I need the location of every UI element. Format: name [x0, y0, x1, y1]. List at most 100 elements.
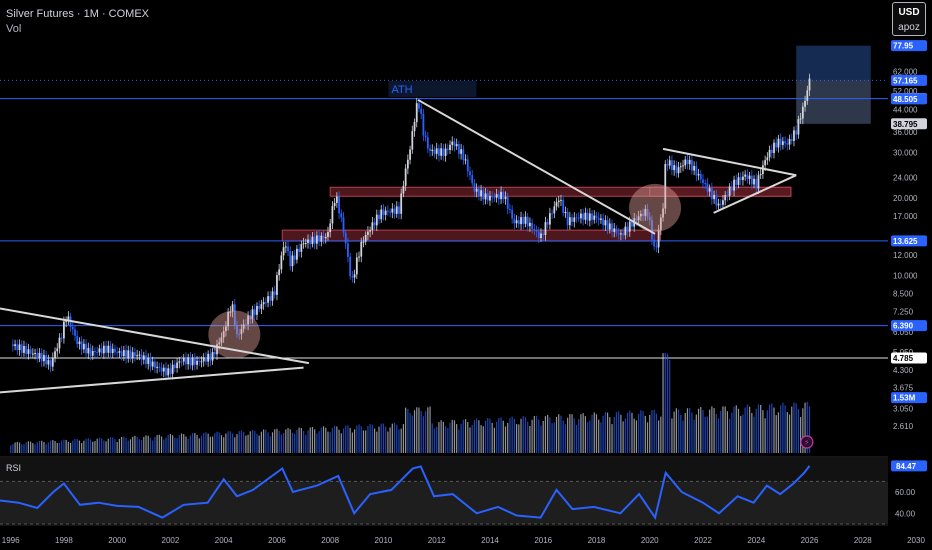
candle: [333, 202, 336, 207]
candle: [240, 328, 243, 335]
candle: [313, 236, 316, 244]
volume-bar: [298, 427, 300, 453]
volume-bar: [209, 436, 211, 453]
candle: [260, 304, 263, 309]
volume-bar: [38, 440, 41, 453]
candle: [45, 355, 48, 365]
volume-bar: [334, 425, 336, 453]
rsi-value-label: 84.47: [896, 462, 917, 471]
volume-bar: [380, 423, 382, 453]
volume-bar: [444, 426, 447, 453]
volume-bar: [52, 440, 54, 453]
candle: [224, 326, 227, 332]
volume-bar: [302, 430, 305, 453]
candle: [378, 214, 380, 220]
volume-bar: [132, 436, 134, 453]
y-tick-label: 2.610: [893, 422, 914, 431]
volume-bar: [249, 431, 251, 453]
candle: [597, 217, 600, 220]
candle: [606, 220, 609, 230]
candle: [646, 208, 649, 217]
y-tick-label: 4.300: [893, 366, 914, 375]
candle: [608, 223, 611, 230]
volume-bar: [427, 407, 429, 453]
candle: [375, 214, 378, 226]
volume-bar: [666, 353, 669, 453]
volume-bar: [156, 435, 158, 453]
candle: [353, 274, 356, 278]
candle: [655, 246, 658, 248]
user-label: apoz: [898, 22, 920, 33]
candle: [31, 353, 34, 355]
candle: [715, 194, 718, 206]
volume-bar: [764, 418, 766, 453]
volume-bar: [651, 410, 653, 453]
volume-bar: [711, 406, 713, 453]
candle: [389, 211, 392, 213]
volume-bar: [709, 409, 711, 453]
volume-bar: [196, 435, 198, 453]
y-tick-label: 20.000: [893, 194, 918, 203]
volume-bar: [101, 438, 103, 453]
event-marker-icon: [800, 435, 814, 449]
volume-bar: [646, 422, 649, 453]
candle: [438, 148, 440, 156]
volume-bar: [584, 416, 586, 453]
volume-bar: [682, 420, 684, 453]
symbol-title[interactable]: Silver Futures · 1M · COMEX: [6, 8, 150, 20]
volume-bar: [30, 441, 32, 453]
candle: [613, 228, 616, 232]
volume-bar: [314, 429, 316, 453]
candle: [540, 233, 542, 239]
x-tick-label: 2004: [215, 536, 233, 545]
volume-bar: [693, 419, 695, 453]
volume-bar: [777, 412, 780, 453]
volume-bar: [638, 413, 640, 453]
volume-bar: [389, 427, 391, 453]
candle: [482, 190, 485, 200]
volume-bar: [416, 407, 418, 453]
candle: [564, 211, 567, 213]
volume-bar: [433, 428, 436, 453]
candle: [753, 178, 755, 185]
candle: [56, 348, 59, 352]
volume-bar: [238, 431, 240, 453]
candle: [706, 183, 709, 192]
candle: [34, 352, 36, 354]
volume-bar: [205, 432, 207, 453]
candle: [418, 103, 420, 109]
volume-bar: [575, 424, 578, 453]
candle: [134, 352, 136, 357]
volume-bar: [689, 408, 691, 453]
candle: [770, 149, 773, 154]
volume-bar: [220, 435, 223, 453]
volume-bar: [420, 410, 422, 453]
candle: [560, 199, 562, 201]
candle: [551, 213, 553, 215]
volume-bar: [41, 440, 43, 453]
volume-bar: [748, 406, 751, 453]
y-tick-label: 8.500: [893, 290, 914, 299]
candle: [526, 216, 529, 227]
candle: [74, 329, 76, 336]
candle: [764, 160, 767, 166]
candle: [637, 216, 640, 221]
candle: [584, 212, 587, 220]
candle: [491, 195, 494, 198]
volume-bar: [540, 425, 542, 453]
candle: [737, 177, 740, 185]
volume-bar: [163, 439, 165, 453]
candle: [497, 194, 500, 200]
candle: [480, 190, 482, 197]
candle: [14, 344, 16, 347]
candle: [577, 217, 580, 219]
candle: [486, 193, 489, 201]
volume-bar: [527, 421, 529, 453]
volume-bar: [662, 353, 664, 453]
candle: [788, 139, 791, 145]
volume-bar: [502, 420, 504, 453]
currency-unit-button[interactable]: USD apoz: [892, 2, 926, 36]
candle: [730, 186, 733, 191]
y-tick-label: 3.050: [893, 404, 914, 413]
